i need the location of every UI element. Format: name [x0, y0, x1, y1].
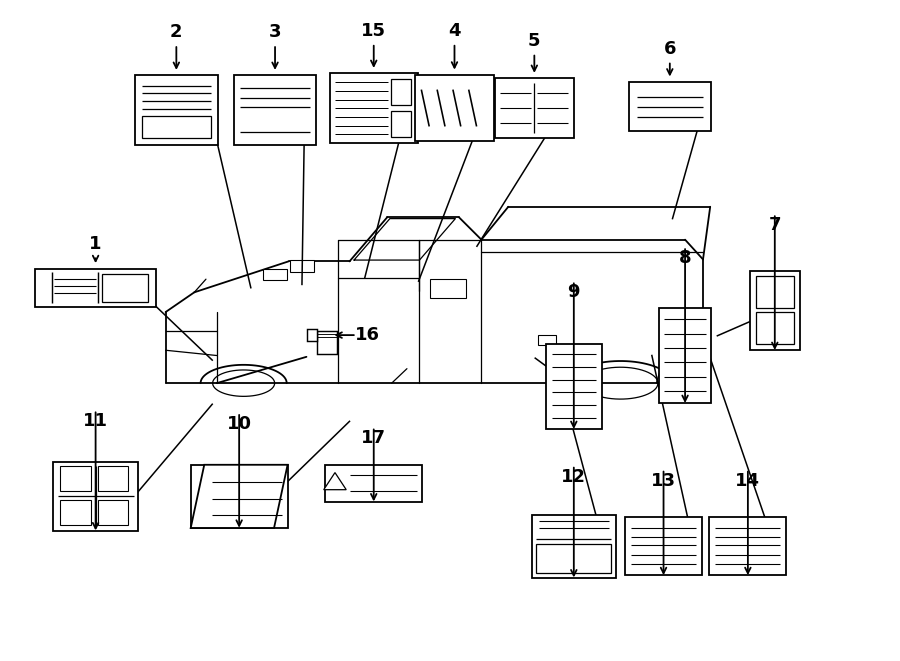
Bar	[659, 308, 711, 403]
Bar	[392, 112, 410, 137]
Bar	[53, 462, 138, 531]
Bar	[430, 279, 466, 297]
Bar	[392, 79, 410, 104]
Text: 8: 8	[679, 249, 691, 267]
Bar	[325, 465, 422, 502]
Text: 9: 9	[568, 284, 580, 301]
Bar	[307, 329, 317, 341]
Bar	[538, 335, 556, 345]
Text: 5: 5	[528, 32, 541, 50]
Bar	[536, 544, 611, 572]
Text: 16: 16	[355, 326, 380, 344]
Bar	[264, 268, 287, 280]
Bar	[191, 465, 288, 528]
Text: 17: 17	[361, 430, 386, 447]
Polygon shape	[324, 473, 346, 490]
Text: 7: 7	[769, 216, 781, 234]
Bar	[60, 466, 91, 491]
Bar	[709, 518, 787, 575]
Bar	[756, 313, 794, 344]
Bar	[532, 515, 616, 578]
Text: 11: 11	[83, 412, 108, 430]
Bar	[756, 276, 794, 307]
Bar	[234, 75, 316, 145]
Bar	[415, 75, 494, 141]
Text: 6: 6	[663, 40, 676, 58]
Bar	[329, 73, 418, 143]
Bar	[60, 500, 91, 525]
Text: 1: 1	[89, 235, 102, 253]
Text: 13: 13	[651, 471, 676, 490]
Bar	[628, 82, 711, 132]
Bar	[495, 79, 574, 137]
Bar	[35, 268, 157, 307]
Text: 2: 2	[170, 23, 183, 42]
Bar	[102, 274, 148, 302]
Text: 4: 4	[448, 22, 461, 40]
Text: 15: 15	[361, 22, 386, 40]
Bar	[135, 75, 218, 145]
Text: 12: 12	[562, 467, 586, 486]
Bar	[141, 116, 211, 137]
Polygon shape	[191, 465, 288, 528]
Bar	[625, 518, 702, 575]
Bar	[98, 466, 129, 491]
Bar	[750, 271, 800, 350]
Bar	[98, 500, 129, 525]
Text: 3: 3	[269, 23, 282, 42]
Bar	[317, 330, 337, 354]
Bar	[291, 260, 313, 272]
Text: 10: 10	[227, 415, 252, 433]
Bar	[546, 344, 601, 429]
Text: 14: 14	[735, 471, 760, 490]
